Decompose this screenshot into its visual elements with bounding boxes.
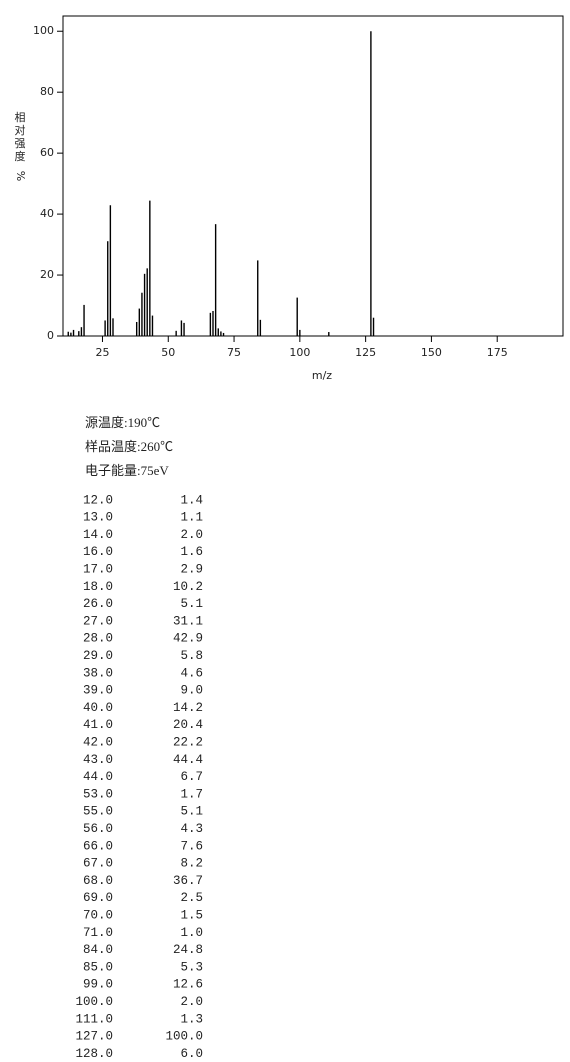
y-axis-label-unit: % xyxy=(14,171,27,181)
table-mz: 27.0 xyxy=(83,614,113,628)
condition: 源温度:190℃ xyxy=(85,415,160,430)
table-mz: 68.0 xyxy=(83,874,113,888)
table-intensity: 4.3 xyxy=(180,822,203,836)
table-intensity: 1.5 xyxy=(180,908,203,922)
table-intensity: 100.0 xyxy=(165,1030,203,1044)
table-intensity: 36.7 xyxy=(173,874,203,888)
x-axis-label: m/z xyxy=(312,369,332,382)
table-intensity: 1.0 xyxy=(180,926,203,940)
table-mz: 67.0 xyxy=(83,857,113,871)
table-intensity: 2.9 xyxy=(180,562,203,576)
table-intensity: 20.4 xyxy=(173,718,203,732)
table-intensity: 6.0 xyxy=(180,1047,203,1061)
table-mz: 41.0 xyxy=(83,718,113,732)
table-mz: 29.0 xyxy=(83,649,113,663)
table-intensity: 12.6 xyxy=(173,978,203,992)
y-axis-label: 对 xyxy=(15,123,26,137)
table-intensity: 8.2 xyxy=(180,857,203,871)
table-intensity: 24.8 xyxy=(173,943,203,957)
table-intensity: 5.1 xyxy=(180,805,203,819)
table-intensity: 2.0 xyxy=(180,995,203,1009)
x-tick-label: 150 xyxy=(421,346,442,359)
x-tick-label: 125 xyxy=(355,346,376,359)
table-intensity: 1.7 xyxy=(180,787,203,801)
table-mz: 71.0 xyxy=(83,926,113,940)
table-mz: 26.0 xyxy=(83,597,113,611)
table-mz: 70.0 xyxy=(83,908,113,922)
table-intensity: 1.1 xyxy=(180,511,203,525)
table-mz: 55.0 xyxy=(83,805,113,819)
table-intensity: 14.2 xyxy=(173,701,203,715)
table-mz: 14.0 xyxy=(83,528,113,542)
table-intensity: 5.3 xyxy=(180,960,203,974)
table-intensity: 31.1 xyxy=(173,614,203,628)
table-mz: 85.0 xyxy=(83,960,113,974)
table-mz: 111.0 xyxy=(75,1012,113,1026)
y-tick-label: 100 xyxy=(33,24,54,37)
x-tick-label: 75 xyxy=(227,346,241,359)
table-mz: 44.0 xyxy=(83,770,113,784)
x-tick-label: 100 xyxy=(289,346,310,359)
table-intensity: 1.4 xyxy=(180,493,203,507)
x-tick-label: 175 xyxy=(487,346,508,359)
table-mz: 100.0 xyxy=(75,995,113,1009)
table-mz: 66.0 xyxy=(83,839,113,853)
table-intensity: 1.6 xyxy=(180,545,203,559)
table-mz: 16.0 xyxy=(83,545,113,559)
table-intensity: 6.7 xyxy=(180,770,203,784)
table-intensity: 7.6 xyxy=(180,839,203,853)
condition: 样品温度:260℃ xyxy=(85,439,173,454)
table-mz: 13.0 xyxy=(83,511,113,525)
table-intensity: 2.0 xyxy=(180,528,203,542)
y-tick-label: 20 xyxy=(40,268,54,281)
table-intensity: 5.1 xyxy=(180,597,203,611)
table-mz: 12.0 xyxy=(83,493,113,507)
table-mz: 40.0 xyxy=(83,701,113,715)
y-axis-label: 相 xyxy=(15,111,26,124)
table-mz: 84.0 xyxy=(83,943,113,957)
x-tick-label: 50 xyxy=(161,346,175,359)
y-tick-label: 0 xyxy=(47,329,54,342)
y-tick-label: 60 xyxy=(40,146,54,159)
table-intensity: 2.5 xyxy=(180,891,203,905)
table-intensity: 44.4 xyxy=(173,753,203,767)
condition: 电子能量:75eV xyxy=(85,463,169,478)
table-intensity: 4.6 xyxy=(180,666,203,680)
plot-frame xyxy=(62,15,564,337)
table-intensity: 1.3 xyxy=(180,1012,203,1026)
table-intensity: 9.0 xyxy=(180,684,203,698)
table-mz: 39.0 xyxy=(83,684,113,698)
table-mz: 53.0 xyxy=(83,787,113,801)
y-tick-label: 80 xyxy=(40,85,54,98)
table-mz: 18.0 xyxy=(83,580,113,594)
y-axis-label: 强 xyxy=(15,137,26,150)
y-tick-label: 40 xyxy=(40,207,54,220)
table-mz: 42.0 xyxy=(83,735,113,749)
x-tick-label: 25 xyxy=(95,346,109,359)
table-intensity: 10.2 xyxy=(173,580,203,594)
table-mz: 69.0 xyxy=(83,891,113,905)
table-intensity: 5.8 xyxy=(180,649,203,663)
table-mz: 56.0 xyxy=(83,822,113,836)
table-intensity: 42.9 xyxy=(173,632,203,646)
y-axis-label: 度 xyxy=(15,149,26,163)
table-mz: 38.0 xyxy=(83,666,113,680)
table-mz: 28.0 xyxy=(83,632,113,646)
table-mz: 99.0 xyxy=(83,978,113,992)
table-mz: 43.0 xyxy=(83,753,113,767)
table-intensity: 22.2 xyxy=(173,735,203,749)
table-mz: 127.0 xyxy=(75,1030,113,1044)
table-mz: 128.0 xyxy=(75,1047,113,1061)
table-mz: 17.0 xyxy=(83,562,113,576)
